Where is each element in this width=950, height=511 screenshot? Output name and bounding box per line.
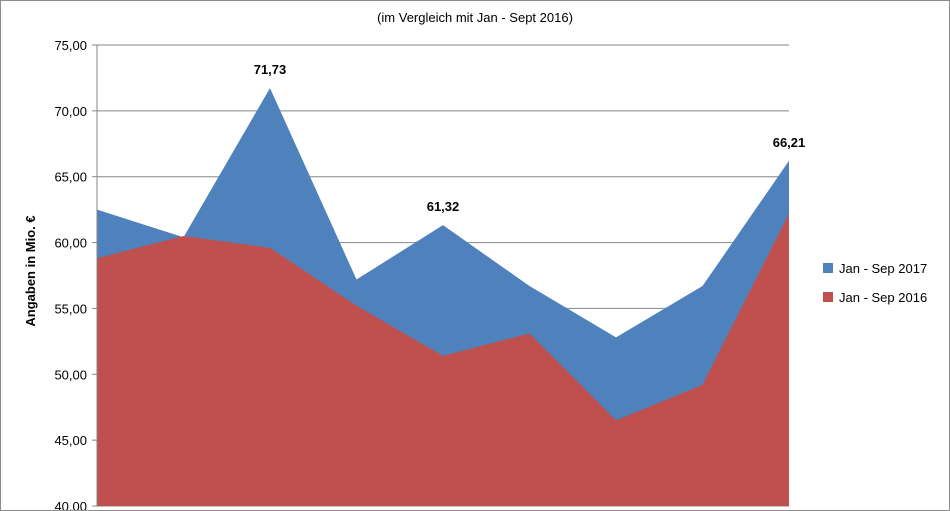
legend-label: Jan - Sep 2016 — [839, 290, 927, 305]
legend-swatch — [823, 292, 833, 302]
y-tick-label: 40,00 — [54, 499, 87, 510]
data-label: 66,21 — [773, 135, 806, 150]
chart-subtitle: (im Vergleich mit Jan - Sept 2016) — [377, 10, 573, 25]
y-tick-label: 55,00 — [54, 301, 87, 316]
y-axis-title: Angaben in Mio. € — [23, 215, 38, 326]
y-tick-label: 45,00 — [54, 433, 87, 448]
y-tick-label: 70,00 — [54, 104, 87, 119]
y-tick-label: 60,00 — [54, 236, 87, 251]
data-label: 71,73 — [254, 62, 287, 77]
y-tick-label: 75,00 — [54, 38, 87, 53]
y-tick-labels: 40,00 45,00 50,00 55,00 60,00 65,00 70,00 75,00 — [54, 38, 87, 510]
legend: Jan - Sep 2017 Jan - Sep 2016 — [823, 261, 927, 305]
data-labels: 71,73 61,32 66,21 — [254, 62, 806, 214]
y-tick-label: 50,00 — [54, 367, 87, 382]
y-tick-label: 65,00 — [54, 170, 87, 185]
series-area — [97, 213, 789, 506]
legend-swatch — [823, 263, 833, 273]
series-areas — [97, 88, 789, 507]
data-label: 61,32 — [427, 199, 460, 214]
legend-label: Jan - Sep 2017 — [839, 261, 927, 276]
